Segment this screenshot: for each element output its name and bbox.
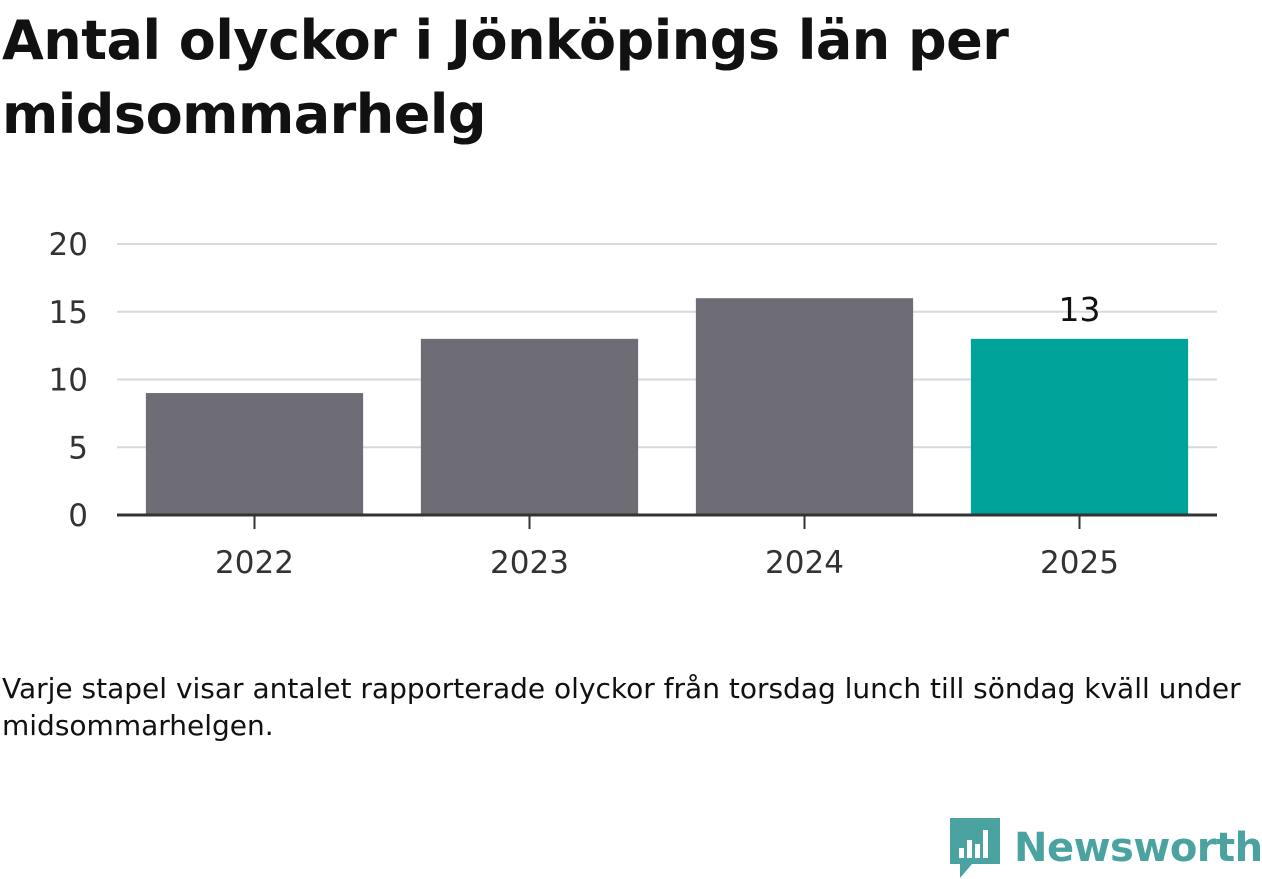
bar-2022: [145, 393, 364, 515]
y-tick-label: 10: [49, 363, 88, 399]
bar-2025: [970, 338, 1189, 515]
y-axis-tick-labels: 0 5 10 15 20: [49, 227, 88, 534]
data-labels: 13: [1059, 290, 1101, 329]
x-tick-label-2023: 2023: [490, 545, 569, 581]
y-tick-label: 15: [49, 295, 88, 331]
y-tick-label: 5: [68, 430, 88, 466]
x-axis-tick-labels: 2022 2023 2024 2025: [215, 545, 1119, 581]
chart-title: Antal olyckor i Jönköpings län per midso…: [2, 9, 1009, 146]
newsworthy-logo-icon: [950, 818, 1000, 878]
x-tick-label-2022: 2022: [215, 545, 294, 581]
footnote: Varje stapel visar antalet rapporterade …: [2, 672, 1241, 742]
bars: [145, 298, 1189, 515]
data-label: 13: [1059, 290, 1101, 329]
y-tick-label: 0: [68, 498, 88, 534]
y-tick-label: 20: [49, 227, 88, 263]
brand-logo: Newsworthy: [950, 818, 1262, 878]
x-tick-label-2024: 2024: [765, 545, 844, 581]
brand-name: Newsworthy: [1014, 825, 1262, 871]
x-axis: [117, 513, 1217, 529]
bar-2024: [695, 298, 914, 515]
x-tick-label-2025: 2025: [1040, 545, 1119, 581]
bar-chart: 0 5 10 15 20 2022 2023 2024 2025 13: [49, 227, 1217, 581]
bar-2023: [420, 338, 639, 515]
